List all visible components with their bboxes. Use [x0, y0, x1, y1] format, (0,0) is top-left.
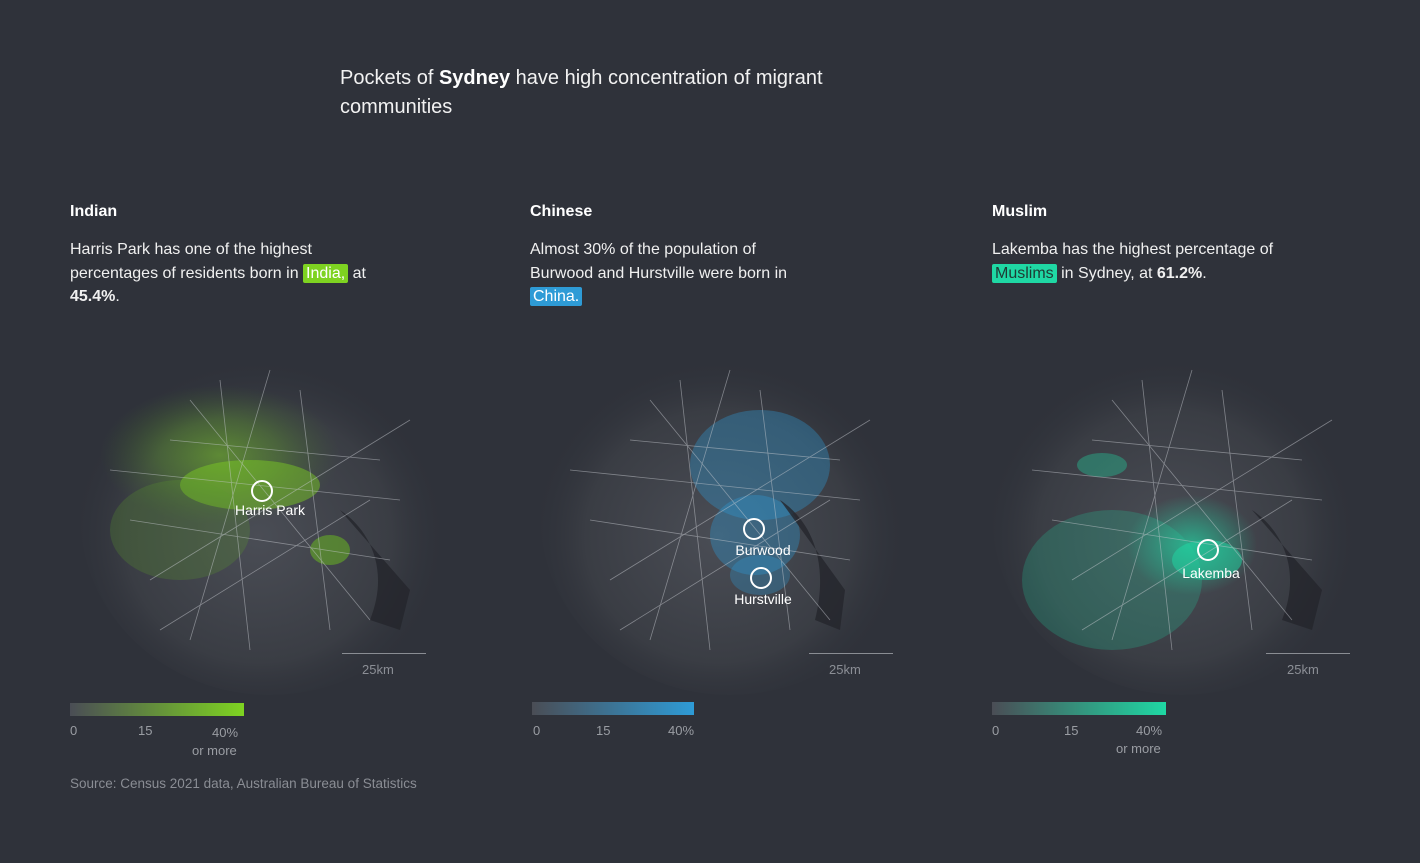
legend-tick-40: 40%: [668, 723, 695, 738]
place-marker: [750, 567, 772, 589]
legend-note: or more: [192, 743, 237, 758]
place-label-harris-park: Harris Park: [235, 502, 306, 518]
legend-gradient: [532, 702, 694, 715]
panel-muslim: Lakemba Muslim Lakemba has the highest p…: [992, 200, 1420, 760]
page-title: Pockets of Sydney have high concentratio…: [340, 64, 900, 122]
stat-value: 45.4%: [70, 288, 116, 305]
scale-label: 25km: [1287, 662, 1319, 677]
stat-value: 61.2%: [1156, 264, 1203, 282]
panel-description: Almost 30% of the population of Burwood …: [530, 241, 788, 306]
legend-tick-15: 15: [138, 723, 153, 738]
scale-bar: [1266, 653, 1350, 654]
highlight-india: India,: [303, 263, 349, 283]
panel-heading: Muslim: [992, 203, 1048, 220]
legend-note: or more: [1116, 741, 1161, 756]
highlight-muslims: Muslims: [992, 263, 1057, 283]
panel-heading: Chinese: [530, 203, 593, 220]
panel-description: Harris Park has one of the highest perce…: [70, 241, 366, 305]
scale-bar: [342, 653, 426, 654]
panel-description: Lakemba has the highest percentage of Mu…: [992, 241, 1274, 283]
map-muslim: Lakemba: [992, 335, 1372, 695]
panel-chinese: Burwood Hurstville Chinese Almost 30% of…: [530, 200, 960, 760]
legend-tick-0: 0: [533, 723, 541, 738]
panel-heading: Indian: [70, 203, 118, 220]
map-chinese: Burwood Hurstville: [540, 335, 920, 695]
place-label-lakemba: Lakemba: [1182, 565, 1240, 581]
highlight-china: China.: [530, 287, 583, 306]
scale-label: 25km: [362, 662, 394, 677]
legend-tick-40: 40%: [1136, 723, 1163, 738]
legend-tick-0: 0: [70, 723, 78, 738]
legend-tick-15: 15: [596, 723, 611, 738]
scale-label: 25km: [829, 662, 861, 677]
legend-tick-15: 15: [1064, 723, 1079, 738]
legend-tick-0: 0: [992, 723, 1000, 738]
panel-indian: Harris Park Indian Harris Park has one o…: [70, 200, 500, 760]
map-indian: Harris Park: [80, 335, 460, 695]
source-note: Source: Census 2021 data, Australian Bur…: [70, 776, 417, 791]
title-bold: Sydney: [438, 67, 511, 89]
place-marker: [1197, 539, 1219, 561]
place-marker: [743, 518, 765, 540]
title-suffix: have high concentration of migrant commu…: [340, 67, 823, 118]
legend-gradient: [70, 703, 244, 716]
legend-gradient: [992, 702, 1166, 715]
place-label-burwood: Burwood: [735, 542, 790, 558]
place-marker: [251, 480, 273, 502]
title-prefix: Pockets of: [340, 67, 439, 89]
scale-bar: [809, 653, 893, 654]
place-label-hurstville: Hurstville: [734, 591, 792, 607]
legend-tick-40: 40%: [212, 725, 239, 740]
